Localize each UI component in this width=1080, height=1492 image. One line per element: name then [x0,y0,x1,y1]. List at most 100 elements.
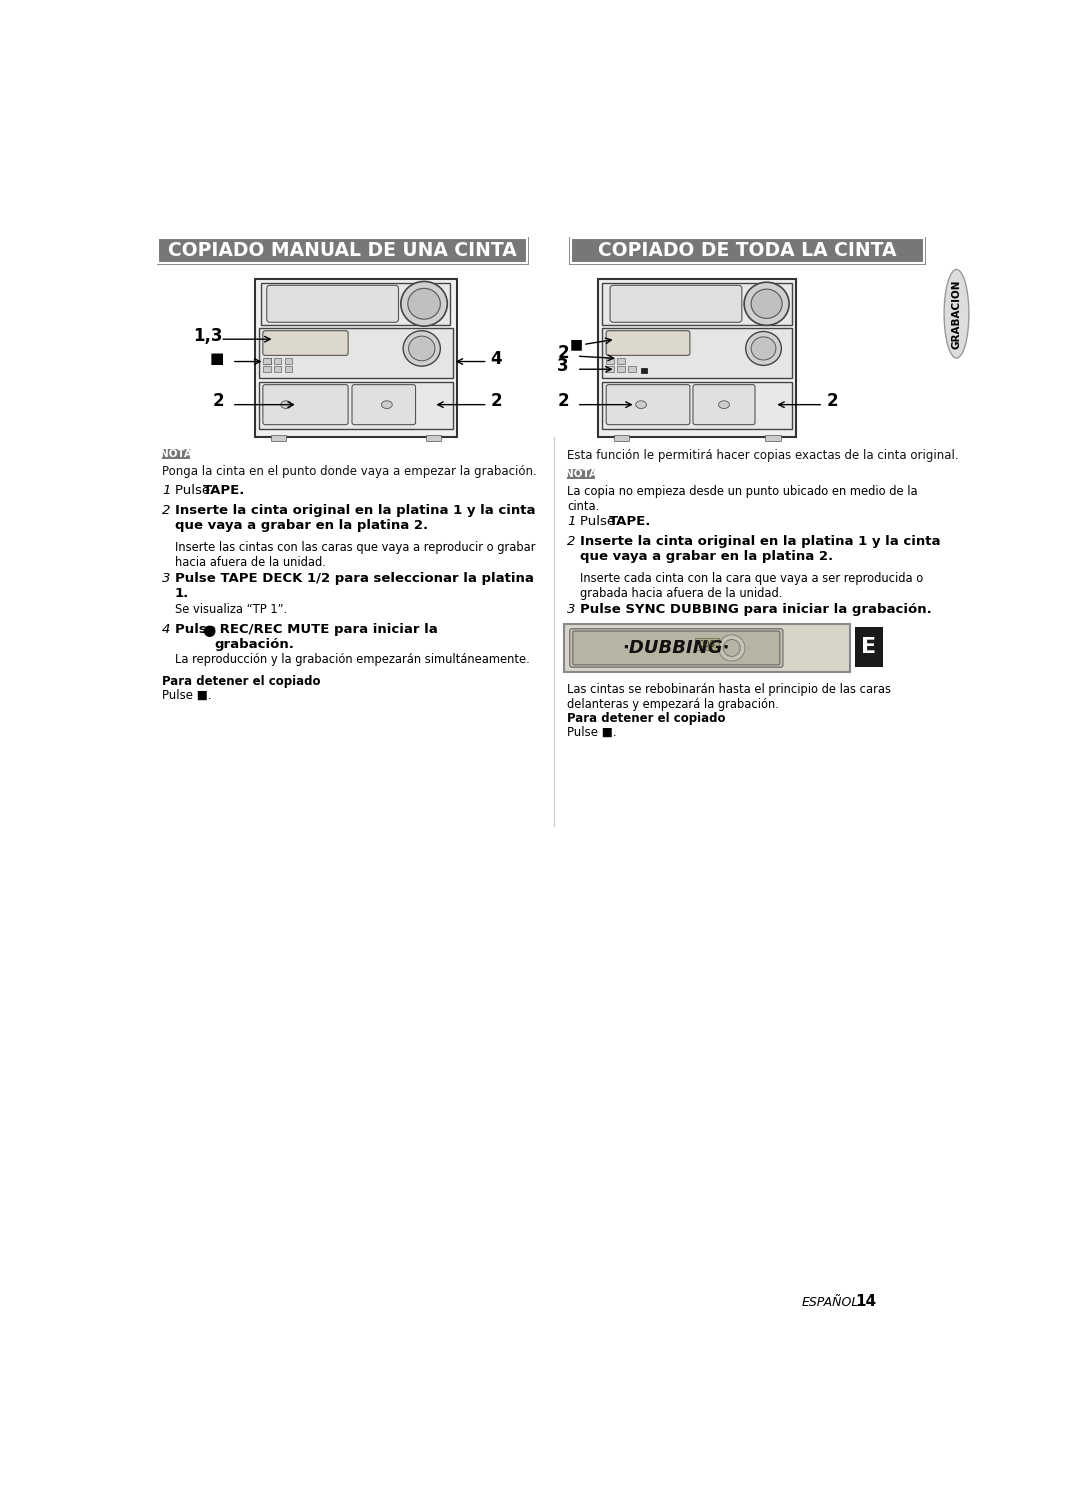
Text: REC/REC MUTE para iniciar la
grabación.: REC/REC MUTE para iniciar la grabación. [215,622,437,651]
Bar [603,382,793,430]
Text: ■: ■ [570,337,583,352]
Text: Para detener el copiado: Para detener el copiado [567,712,726,725]
FancyBboxPatch shape [572,631,780,665]
Text: Pulse TAPE DECK 1/2 para seleccionar la platina
1.: Pulse TAPE DECK 1/2 para seleccionar la … [175,571,534,600]
Bar [642,367,647,373]
Bar [617,366,625,372]
Text: 14: 14 [855,1295,877,1310]
Text: Pulse: Pulse [175,622,220,636]
Text: ESPAÑOL: ESPAÑOL [801,1297,859,1310]
Text: Pulse ■.: Pulse ■. [567,725,617,739]
Ellipse shape [744,282,789,325]
Bar [627,366,636,372]
Text: Pulse: Pulse [580,515,619,528]
Text: Pulse SYNC DUBBING para iniciar la grabación.: Pulse SYNC DUBBING para iniciar la graba… [580,603,932,616]
Text: NOTA: NOTA [566,468,597,479]
Text: 4: 4 [162,622,171,636]
Text: 4: 4 [490,351,502,369]
Text: Inserte cada cinta con la cara que vaya a ser reproducida o
grabada hacia afuera: Inserte cada cinta con la cara que vaya … [580,571,923,600]
Text: 3: 3 [567,603,576,616]
Ellipse shape [408,336,435,361]
Text: ■: ■ [210,351,225,366]
Bar [259,328,453,377]
Text: Pulse ■.: Pulse ■. [162,689,212,701]
Text: Ponga la cinta en el punto donde vaya a empezar la grabación.: Ponga la cinta en el punto donde vaya a … [162,466,537,479]
Text: 3: 3 [557,357,569,374]
Bar [567,468,595,479]
Bar [696,639,718,651]
Text: 1,3: 1,3 [193,327,222,345]
Ellipse shape [751,289,782,318]
Text: 1: 1 [162,483,171,497]
Text: La reproducción y la grabación empezarán simultáneamente.: La reproducción y la grabación empezarán… [175,653,529,667]
Bar [613,434,630,440]
Text: ●: ● [202,622,216,637]
Bar [162,449,190,460]
Bar [273,366,282,372]
Ellipse shape [401,282,447,327]
Ellipse shape [281,401,292,409]
Text: TAPE.: TAPE. [203,483,245,497]
FancyBboxPatch shape [610,285,742,322]
Bar [598,279,796,437]
Text: COPIADO MANUAL DE UNA CINTA: COPIADO MANUAL DE UNA CINTA [168,242,517,260]
Text: 008: 008 [699,640,716,649]
Text: Inserte la cinta original en la platina 1 y la cinta
que vaya a grabar en la pla: Inserte la cinta original en la platina … [580,534,941,562]
Text: 2: 2 [490,392,502,410]
Text: 2: 2 [162,504,171,518]
FancyBboxPatch shape [606,385,690,425]
FancyBboxPatch shape [570,628,783,667]
Bar [262,358,271,364]
Bar [603,283,793,325]
Ellipse shape [636,401,647,409]
Text: 2: 2 [213,392,225,410]
Bar [284,366,293,372]
Ellipse shape [944,270,969,358]
Text: Esta función le permitirá hacer copias exactas de la cinta original.: Esta función le permitirá hacer copias e… [567,449,959,461]
Text: La copia no empieza desde un punto ubicado en medio de la
cinta.: La copia no empieza desde un punto ubica… [567,485,918,513]
Ellipse shape [381,401,392,409]
Ellipse shape [718,401,729,409]
Ellipse shape [408,288,441,319]
FancyBboxPatch shape [606,331,690,355]
Text: 2: 2 [557,392,569,410]
Bar [271,434,286,440]
Text: COPIADO DE TODA LA CINTA: COPIADO DE TODA LA CINTA [598,242,896,260]
FancyBboxPatch shape [262,385,348,425]
Text: Inserte la cinta original en la platina 1 y la cinta
que vaya a grabar en la pla: Inserte la cinta original en la platina … [175,504,535,533]
Text: Pulse: Pulse [175,483,214,497]
Ellipse shape [745,331,781,366]
Bar [570,239,924,263]
Bar [273,358,282,364]
Text: TAPE.: TAPE. [608,515,651,528]
Bar [261,283,450,325]
Bar [159,239,527,263]
Bar [617,358,625,364]
Bar [855,627,882,667]
Ellipse shape [718,636,745,661]
Bar [426,434,441,440]
Bar [284,358,293,364]
Bar [564,624,850,671]
Text: Se visualiza “TP 1”.: Se visualiza “TP 1”. [175,603,286,616]
Text: ∙DUBBING∙: ∙DUBBING∙ [622,639,730,656]
Bar [569,237,926,264]
Text: 2: 2 [567,534,576,548]
Text: NOTA: NOTA [160,449,192,460]
Text: GRABACION: GRABACION [951,279,961,349]
Bar [157,237,529,264]
Bar [259,382,453,430]
Text: Las cintas se rebobinarán hasta el principio de las caras
delanteras y empezará : Las cintas se rebobinarán hasta el princ… [567,683,891,710]
Bar [765,434,781,440]
Bar [265,358,271,364]
Text: 1: 1 [567,515,576,528]
Text: Inserte las cintas con las caras que vaya a reproducir o grabar
hacia afuera de : Inserte las cintas con las caras que vay… [175,542,535,568]
Ellipse shape [751,337,775,360]
Text: 2: 2 [557,345,569,363]
Ellipse shape [403,331,441,366]
Text: 2: 2 [827,392,839,410]
FancyBboxPatch shape [267,285,399,322]
FancyBboxPatch shape [262,331,348,355]
Bar [262,366,271,372]
Bar [255,279,457,437]
